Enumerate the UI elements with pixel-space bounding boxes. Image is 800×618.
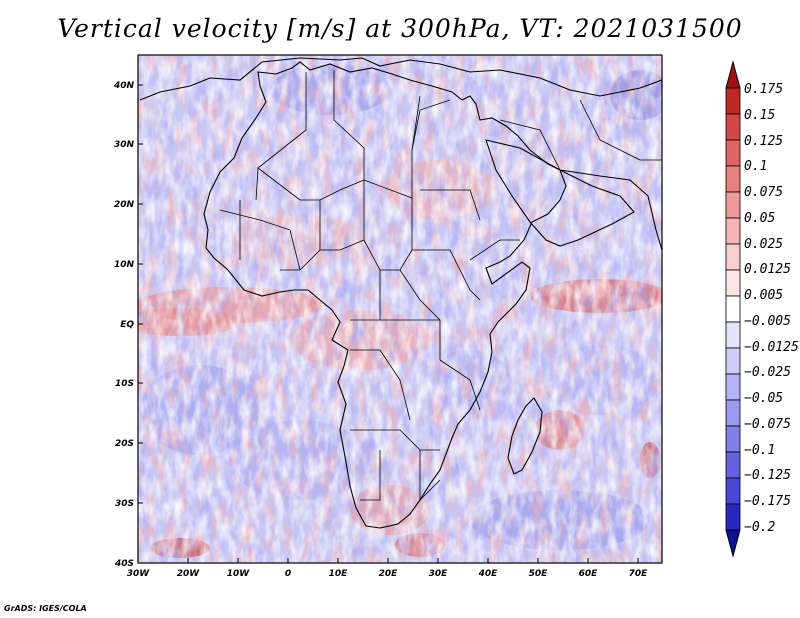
- lon-label-70e: 70E: [629, 569, 649, 579]
- lon-label-10w: 10W: [227, 569, 251, 579]
- colorbar: 0.175 0.15 0.125 0.1 0.075 0.05 0.025 0.…: [725, 60, 799, 558]
- lat-label-20n: 20N: [114, 200, 135, 210]
- colorbar-segment: [725, 373, 741, 401]
- lon-label-30e: 30E: [429, 569, 449, 579]
- colorbar-label: −0.1: [744, 443, 775, 458]
- colorbar-label: 0.0125: [744, 262, 791, 277]
- colorbar-segment: [725, 321, 741, 349]
- colorbar-label: −0.05: [744, 391, 783, 406]
- colorbar-bottom-arrow: [725, 529, 741, 558]
- colorbar-segment: [725, 113, 741, 141]
- latitude-labels: 40N 30N 20N 10N EQ 10S 20S 30S 40S: [113, 81, 135, 569]
- country-borders: [219, 70, 662, 501]
- colorbar-segment: [725, 139, 741, 167]
- lon-label-30w: 30W: [127, 569, 151, 579]
- colorbar-segment: [725, 347, 741, 375]
- colorbar-segment: [725, 87, 741, 115]
- lat-label-40s: 40S: [114, 559, 134, 569]
- lon-label-20w: 20W: [177, 569, 201, 579]
- colorbar-segment: [725, 165, 741, 193]
- colorbar-label: 0.075: [744, 185, 783, 200]
- lat-label-40n: 40N: [113, 81, 135, 91]
- lon-label-50e: 50E: [529, 569, 549, 579]
- axis-ticks: [137, 84, 639, 564]
- colorbar-segment: [725, 477, 741, 505]
- colorbar-label: 0.175: [744, 82, 783, 97]
- grads-credit: GrADS: IGES/COLA: [4, 604, 87, 613]
- lon-label-40e: 40E: [478, 569, 499, 579]
- colorbar-label: 0.1: [744, 159, 767, 174]
- colorbar-label: 0.05: [744, 211, 775, 226]
- map-title: Vertical velocity [m/s] at 300hPa, VT: 2…: [57, 14, 743, 43]
- colorbar-segment: [725, 191, 741, 219]
- lon-label-20e: 20E: [379, 569, 399, 579]
- colorbar-label: −0.125: [744, 468, 791, 483]
- map-frame: [137, 54, 663, 564]
- lat-label-20s: 20S: [115, 439, 134, 449]
- colorbar-segment: [725, 243, 741, 271]
- lat-label-10n: 10N: [114, 260, 135, 270]
- colorbar-label: 0.005: [744, 288, 783, 303]
- colorbar-top-arrow: [725, 60, 741, 89]
- colorbar-label: −0.005: [744, 314, 791, 329]
- colorbar-label: −0.025: [744, 365, 791, 380]
- colorbar-label: −0.075: [744, 417, 791, 432]
- colorbar-segment: [725, 425, 741, 453]
- colorbar-segment: [725, 399, 741, 427]
- coastline: [139, 57, 662, 529]
- colorbar-segment: [725, 503, 741, 531]
- colorbar-segment: [725, 451, 741, 479]
- lat-label-30s: 30S: [115, 499, 134, 509]
- velocity-field: [138, 55, 662, 563]
- colorbar-label: −0.2: [744, 520, 775, 535]
- lon-label-60e: 60E: [579, 569, 599, 579]
- colorbar-label: −0.175: [744, 494, 791, 509]
- longitude-labels: 30W 20W 10W 0 10E 20E 30E 40E 50E 60E 70…: [127, 569, 648, 579]
- colorbar-label: 0.025: [744, 237, 783, 252]
- colorbar-label: 0.125: [744, 134, 783, 149]
- colorbar-segment: [725, 217, 741, 245]
- colorbar-label: 0.15: [744, 108, 775, 123]
- lon-label-10e: 10E: [329, 569, 349, 579]
- colorbar-label: −0.0125: [744, 340, 799, 355]
- lon-label-0: 0: [285, 569, 291, 579]
- lat-label-eq: EQ: [120, 320, 134, 330]
- colorbar-segment: [725, 269, 741, 297]
- colorbar-segment: [725, 295, 741, 323]
- lat-label-30n: 30N: [114, 140, 135, 150]
- lat-label-10s: 10S: [115, 379, 134, 389]
